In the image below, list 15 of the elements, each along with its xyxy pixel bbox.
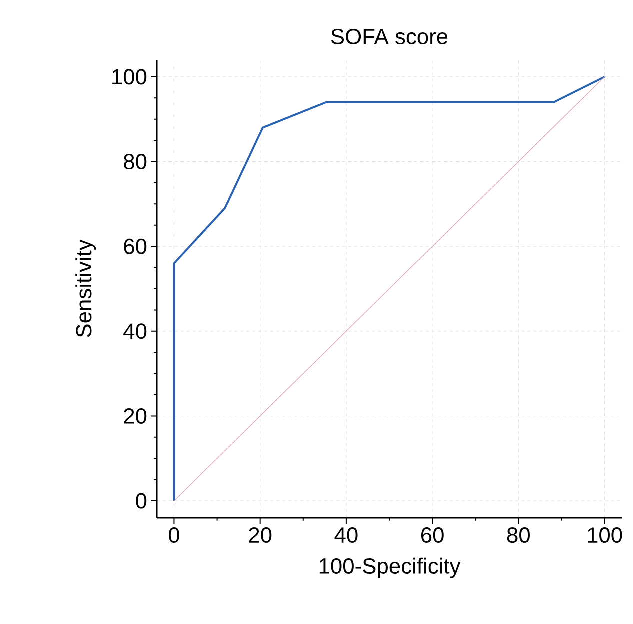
y-tick-label: 100	[112, 69, 147, 85]
x-tick-label: 80	[507, 528, 530, 544]
chart-title: SOFA score	[331, 28, 448, 44]
y-tick-label: 0	[136, 493, 147, 509]
x-tick-label: 20	[249, 528, 272, 544]
x-tick-label: 0	[168, 528, 180, 544]
x-tick-label: 60	[421, 528, 444, 544]
x-tick-label: 40	[334, 528, 358, 544]
x-tick-label: 100	[588, 528, 622, 544]
y-tick-label: 20	[124, 408, 147, 424]
x-axis-title: 100-Specificity	[320, 558, 461, 578]
y-tick-label: 40	[124, 324, 147, 340]
y-tick-label: 60	[124, 238, 147, 254]
y-tick-label: 80	[124, 154, 147, 170]
y-axis-title: Sensitivity	[76, 240, 96, 338]
